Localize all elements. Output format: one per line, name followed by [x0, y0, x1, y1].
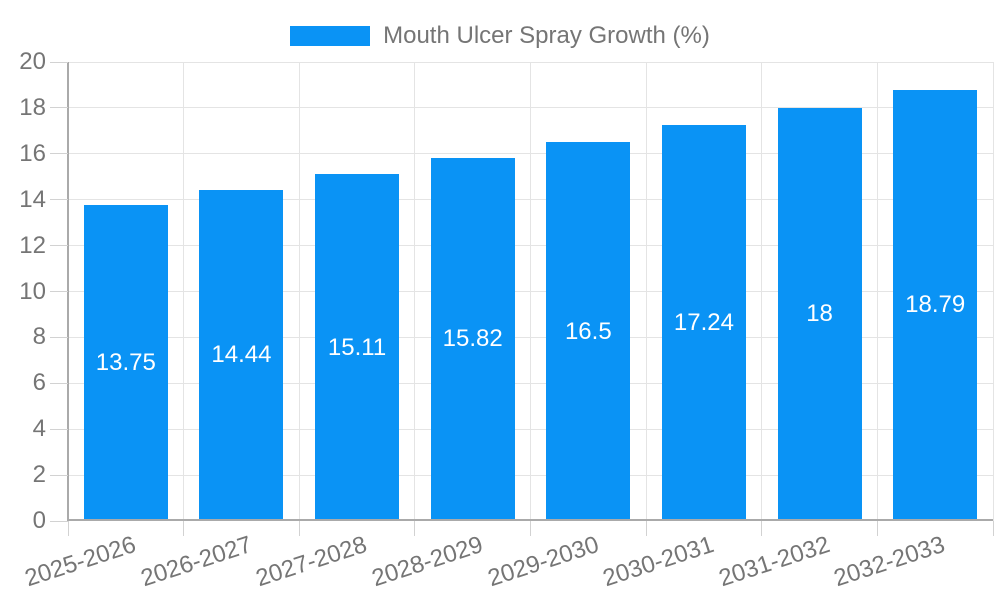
legend[interactable]: Mouth Ulcer Spray Growth (%) — [0, 22, 1000, 50]
bar-value-label: 17.24 — [673, 309, 734, 337]
bar-value-label: 18.79 — [905, 291, 966, 319]
x-gridline — [414, 62, 416, 521]
bar-value-label: 14.44 — [211, 341, 272, 369]
y-tick-label: 20 — [19, 48, 46, 75]
y-tick-mark — [50, 520, 68, 522]
x-gridline — [530, 62, 531, 521]
x-tick-label: 2029-2030 — [484, 531, 602, 593]
x-gridline — [992, 62, 994, 521]
bar — [83, 205, 168, 521]
x-tick-mark — [761, 521, 763, 536]
bar-value-label: 15.82 — [442, 325, 503, 353]
y-tick-label: 12 — [19, 231, 46, 259]
x-tick-mark — [645, 521, 647, 536]
y-tick-label: 16 — [19, 139, 46, 167]
y-tick-label: 6 — [32, 369, 46, 397]
bar — [893, 89, 978, 521]
x-tick-label: 2030-2031 — [599, 531, 718, 593]
x-tick-label: 2031-2032 — [715, 531, 833, 593]
legend-label: Mouth Ulcer Spray Growth (%) — [383, 22, 710, 49]
y-tick-mark — [50, 336, 68, 338]
x-tick-mark — [530, 521, 531, 536]
x-gridline — [298, 62, 300, 521]
bar — [661, 125, 746, 521]
x-tick-mark — [183, 521, 185, 536]
y-tick-label: 10 — [19, 277, 46, 305]
y-tick-mark — [50, 61, 68, 63]
x-tick-mark — [298, 521, 300, 536]
y-tick-mark — [50, 199, 68, 201]
y-tick-label: 2 — [32, 461, 46, 489]
y-tick-label: 8 — [32, 323, 46, 351]
legend-swatch[interactable] — [290, 26, 371, 46]
bar-value-label: 18 — [806, 300, 833, 328]
y-tick-label: 14 — [19, 185, 46, 213]
bar — [315, 174, 400, 521]
y-tick-mark — [50, 382, 68, 384]
y-tick-mark — [50, 245, 68, 247]
x-tick-mark — [414, 521, 416, 536]
x-tick-label: 2026-2027 — [137, 531, 255, 593]
bar — [199, 189, 284, 521]
x-tick-label: 2027-2028 — [252, 531, 371, 593]
y-tick-mark — [50, 291, 68, 292]
bar — [546, 142, 631, 521]
bar-value-label: 16.5 — [564, 317, 612, 345]
bar-value-label: 13.75 — [95, 349, 156, 377]
y-axis-line — [67, 62, 69, 521]
x-gridline — [645, 62, 647, 521]
y-tick-mark — [50, 107, 68, 109]
y-tick-mark — [50, 153, 68, 155]
x-tick-mark — [992, 521, 994, 536]
y-tick-label: 0 — [32, 507, 46, 534]
y-tick-label: 18 — [19, 93, 46, 121]
y-tick-mark — [50, 474, 68, 476]
x-tick-label: 2028-2029 — [368, 531, 487, 593]
x-gridline — [761, 62, 763, 521]
x-tick-mark — [67, 521, 69, 536]
x-tick-mark — [876, 521, 878, 536]
x-gridline — [183, 62, 185, 521]
x-tick-label: 2025-2026 — [21, 531, 140, 593]
bar — [430, 157, 515, 521]
y-tick-label: 4 — [32, 415, 46, 443]
bar-value-label: 15.11 — [327, 333, 387, 361]
plot-area: 13.75 14.44 15.11 15.82 16.5 17.24 18 18.79 — [68, 61, 994, 521]
y-tick-mark — [50, 428, 68, 430]
x-tick-label: 2032-2033 — [831, 531, 949, 593]
x-axis-line — [68, 519, 993, 521]
x-gridline — [876, 62, 878, 521]
bar — [777, 107, 862, 521]
